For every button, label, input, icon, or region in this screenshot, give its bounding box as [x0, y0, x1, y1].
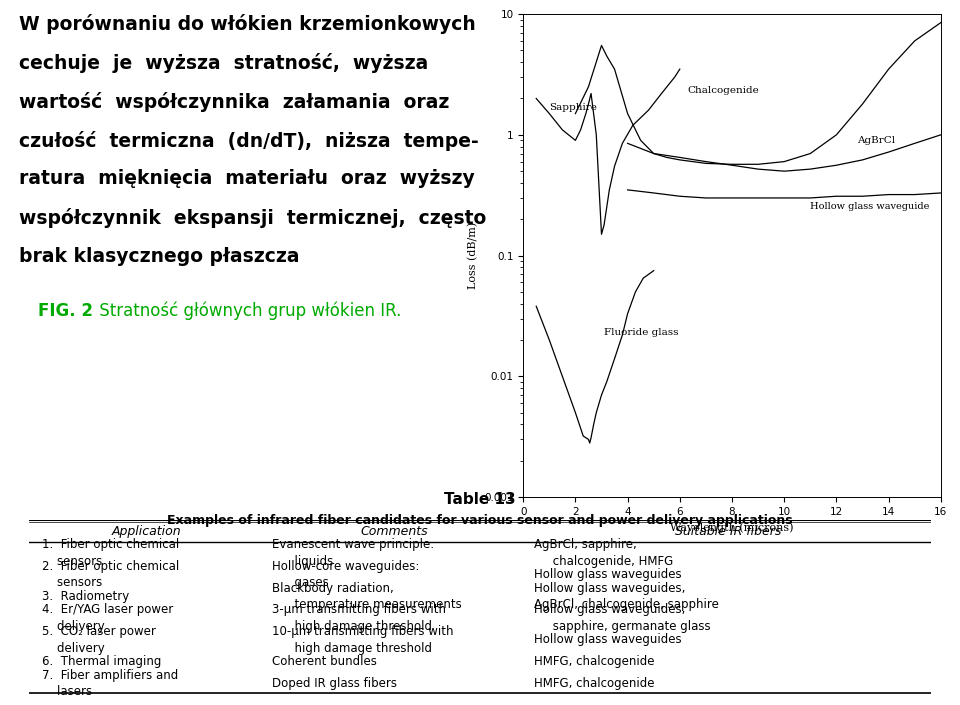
- Text: Doped IR glass fibers: Doped IR glass fibers: [273, 677, 397, 689]
- Text: Hollow glass waveguides,
     sapphire, germanate glass: Hollow glass waveguides, sapphire, germa…: [534, 603, 710, 633]
- Text: Table 13: Table 13: [444, 492, 516, 508]
- Text: Evanescent wave principle:
      liquids: Evanescent wave principle: liquids: [273, 538, 435, 568]
- Text: Fluoride glass: Fluoride glass: [604, 328, 679, 337]
- Text: brak klasycznego płaszcza: brak klasycznego płaszcza: [19, 247, 300, 266]
- Text: 6.  Thermal imaging: 6. Thermal imaging: [42, 655, 161, 668]
- Text: FIG. 2: FIG. 2: [38, 302, 93, 320]
- Text: Hollow-core waveguides:
      gases: Hollow-core waveguides: gases: [273, 560, 420, 589]
- X-axis label: Wavelength (microns): Wavelength (microns): [670, 522, 794, 533]
- Text: Hollow glass waveguides: Hollow glass waveguides: [534, 633, 682, 646]
- Text: Application: Application: [111, 525, 180, 538]
- Text: 4.  Er/YAG laser power
    delivery: 4. Er/YAG laser power delivery: [42, 603, 174, 633]
- Text: ratura  mięknięcia  materiału  oraz  wyższy: ratura mięknięcia materiału oraz wyższy: [19, 169, 475, 188]
- Text: wartość  współczynnika  załamania  oraz: wartość współczynnika załamania oraz: [19, 92, 449, 111]
- Text: Comments: Comments: [360, 525, 428, 538]
- Text: HMFG, chalcogenide: HMFG, chalcogenide: [534, 677, 655, 689]
- Text: Hollow glass waveguides: Hollow glass waveguides: [534, 568, 682, 581]
- Text: Examples of infrared fiber candidates for various sensor and power delivery appl: Examples of infrared fiber candidates fo…: [167, 515, 793, 527]
- Text: AgBrCl, sapphire,
     chalcogenide, HMFG: AgBrCl, sapphire, chalcogenide, HMFG: [534, 538, 673, 568]
- Text: Suitable IR fibers: Suitable IR fibers: [675, 525, 781, 538]
- Text: 3.  Radiometry: 3. Radiometry: [42, 590, 130, 603]
- Text: HMFG, chalcogenide: HMFG, chalcogenide: [534, 655, 655, 668]
- Text: 10-μm transmitting fibers with
      high damage threshold: 10-μm transmitting fibers with high dama…: [273, 625, 454, 654]
- Text: Hollow glass waveguides,
AgBrCl, chalcogenide, sapphire: Hollow glass waveguides, AgBrCl, chalcog…: [534, 582, 719, 611]
- Text: Hollow glass waveguide: Hollow glass waveguide: [810, 202, 929, 211]
- Text: AgBrCl: AgBrCl: [857, 136, 896, 145]
- Text: 2.  Fiber optic chemical
    sensors: 2. Fiber optic chemical sensors: [42, 560, 180, 589]
- Text: współczynnik  ekspansji  termicznej,  często: współczynnik ekspansji termicznej, częst…: [19, 208, 487, 228]
- Text: 7.  Fiber amplifiers and
    lasers: 7. Fiber amplifiers and lasers: [42, 668, 179, 698]
- Text: W porównaniu do włókien krzemionkowych: W porównaniu do włókien krzemionkowych: [19, 14, 476, 34]
- Text: Coherent bundles: Coherent bundles: [273, 655, 377, 668]
- Text: Sapphire: Sapphire: [549, 103, 597, 112]
- Y-axis label: Loss (dB/m): Loss (dB/m): [468, 222, 478, 289]
- Text: cechuje  je  wyższa  stratność,  wyższa: cechuje je wyższa stratność, wyższa: [19, 53, 428, 73]
- Text: Stratność głównych grup włókien IR.: Stratność głównych grup włókien IR.: [94, 302, 401, 320]
- Text: czułość  termiczna  (dn/dT),  niższa  tempe-: czułość termiczna (dn/dT), niższa tempe-: [19, 130, 479, 151]
- Text: 3-μm transmitting fibers with
      high damage threshold: 3-μm transmitting fibers with high damag…: [273, 603, 446, 633]
- Text: Blackbody radiation,
      temperature measurements: Blackbody radiation, temperature measure…: [273, 582, 462, 611]
- Text: 5.  CO₂ laser power
    delivery: 5. CO₂ laser power delivery: [42, 625, 156, 654]
- Text: Chalcogenide: Chalcogenide: [687, 87, 759, 95]
- Text: 1.  Fiber optic chemical
    sensors: 1. Fiber optic chemical sensors: [42, 538, 180, 568]
